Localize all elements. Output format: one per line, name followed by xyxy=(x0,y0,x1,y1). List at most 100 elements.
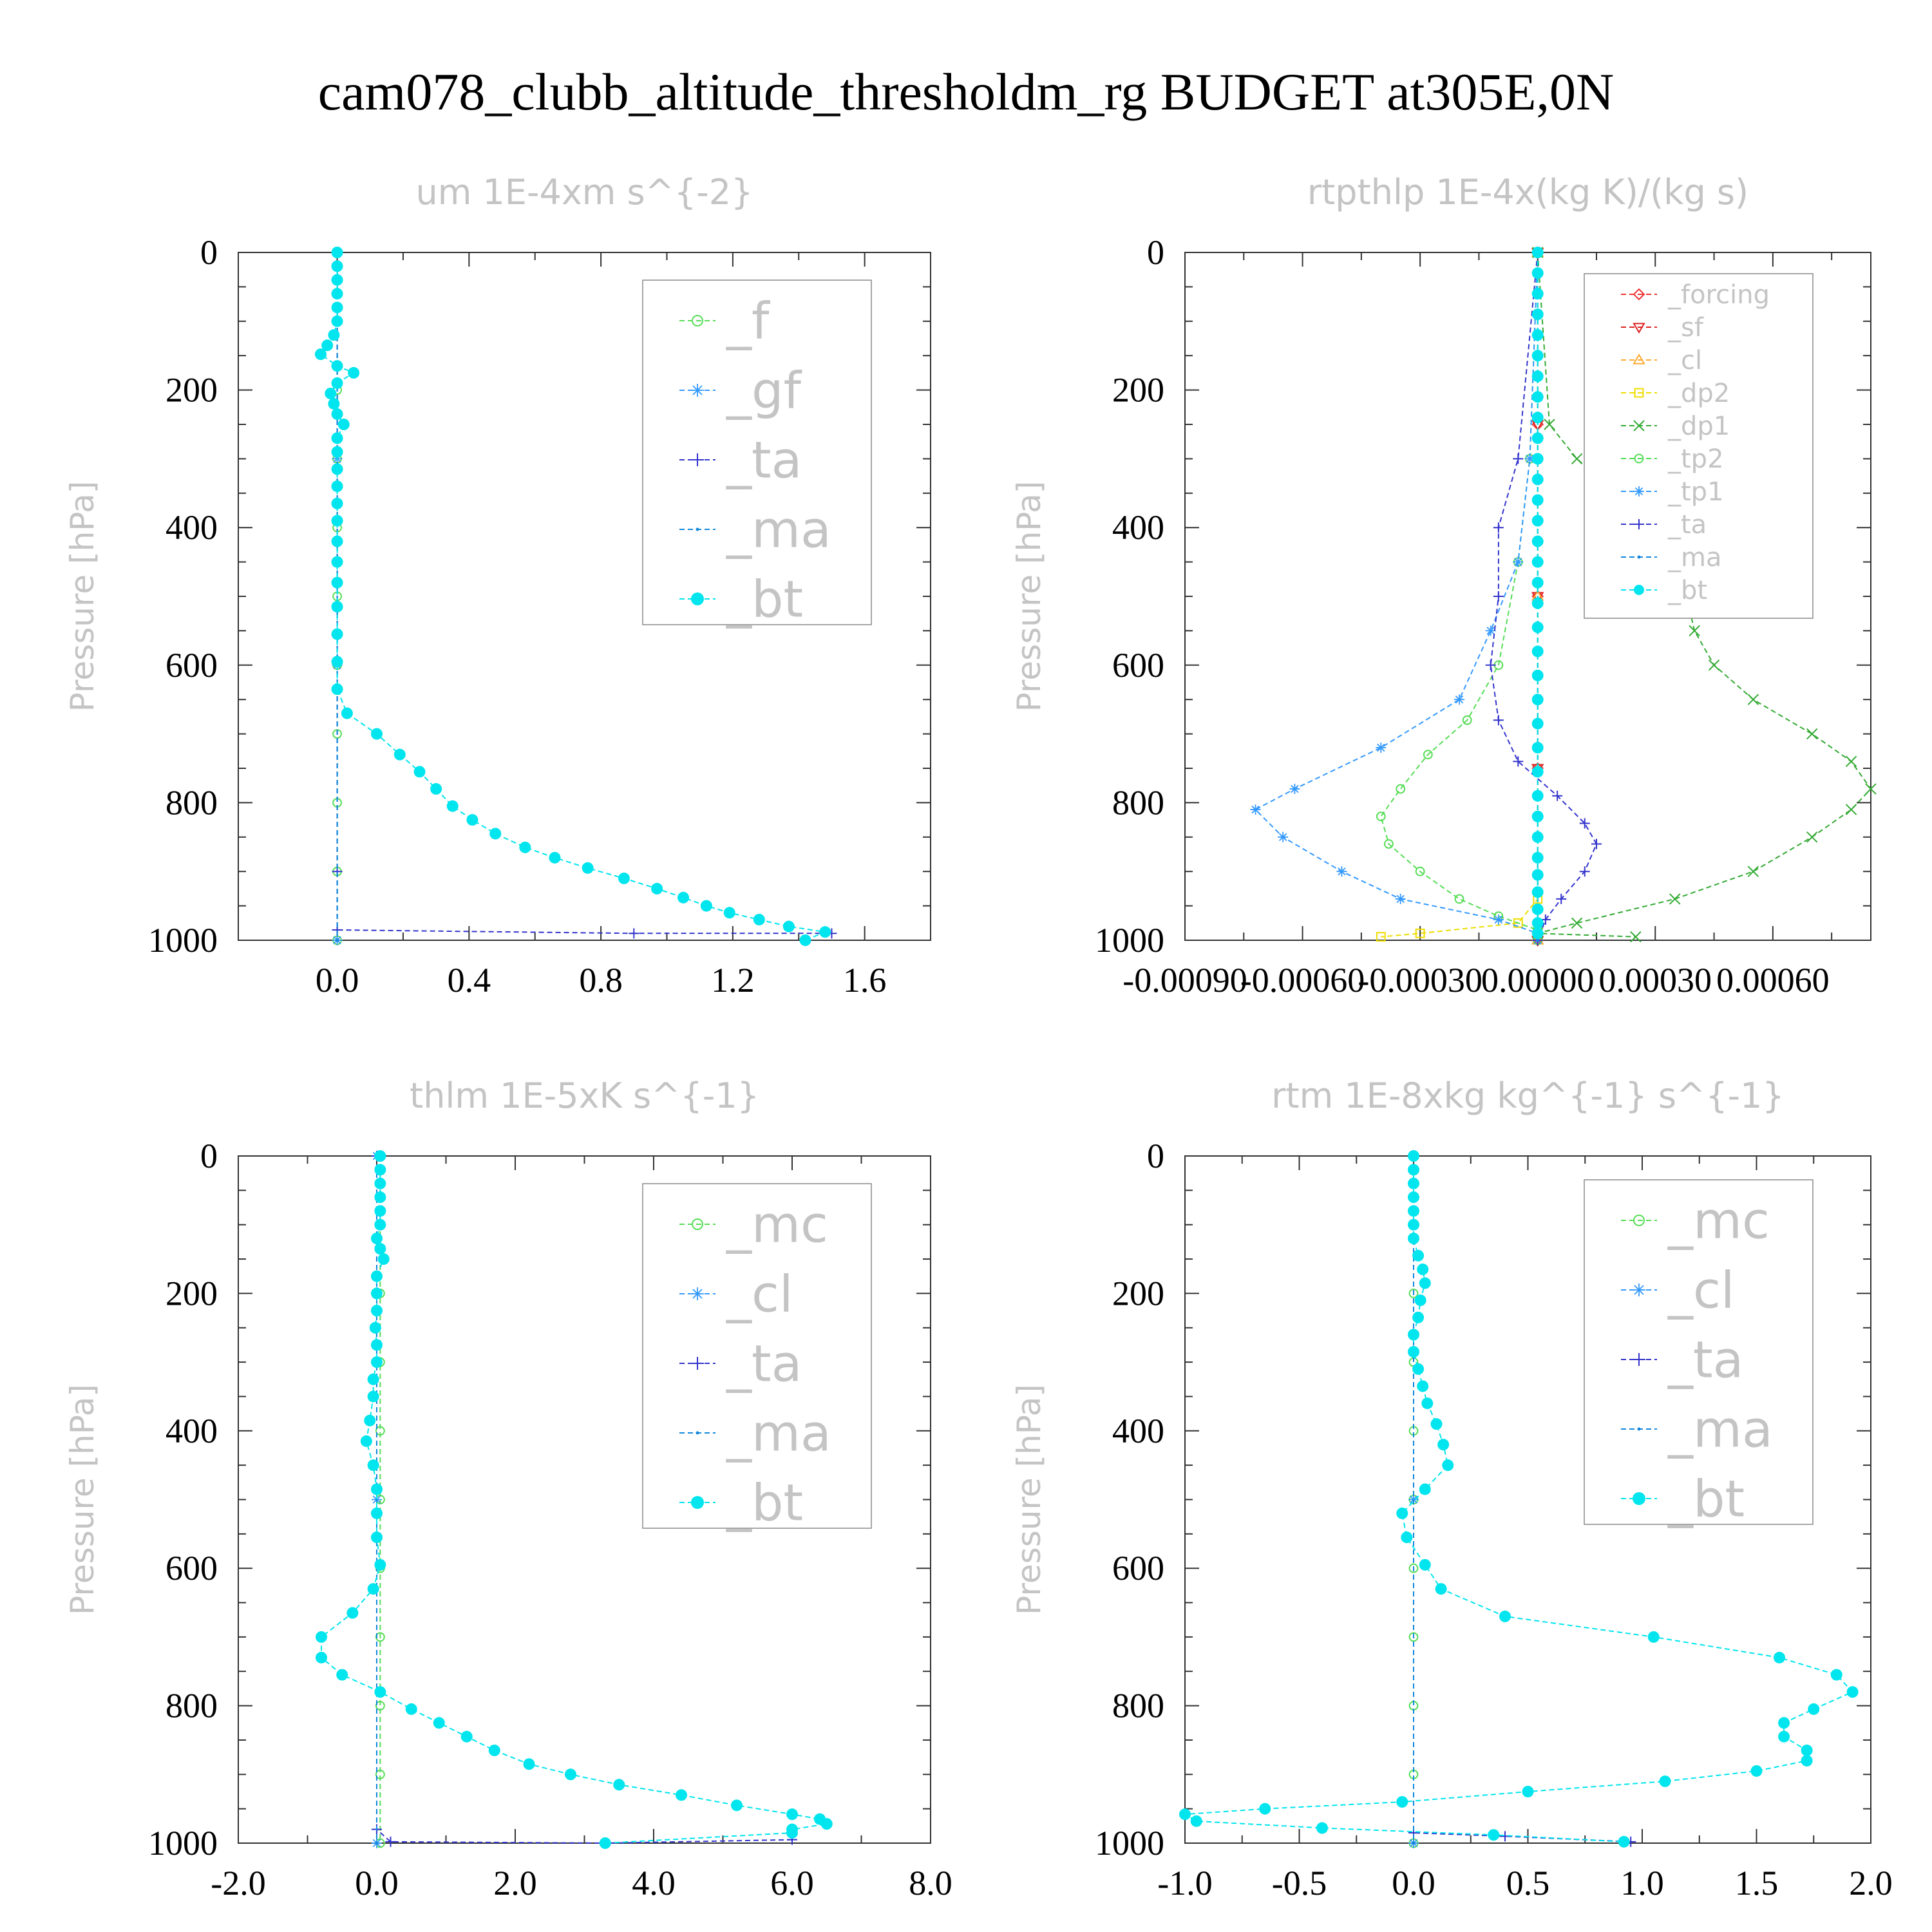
legend: _f _gf _ta _ma _bt xyxy=(642,279,872,629)
data-point xyxy=(374,1558,386,1571)
data-point xyxy=(374,1164,386,1176)
data-point xyxy=(1423,750,1433,760)
data-point xyxy=(677,891,690,904)
data-point xyxy=(582,862,594,874)
data-point xyxy=(1408,1329,1419,1341)
data-point xyxy=(1531,851,1544,864)
data-point xyxy=(1513,756,1524,767)
data-point xyxy=(367,1390,379,1403)
data-point xyxy=(1865,783,1877,795)
data-point xyxy=(820,1818,833,1830)
data-point xyxy=(1579,818,1590,829)
data-point xyxy=(1571,453,1583,465)
legend-marker xyxy=(691,1496,704,1509)
data-point xyxy=(316,1631,327,1643)
series-dp2 xyxy=(1376,247,1543,942)
data-point xyxy=(331,535,343,547)
data-point xyxy=(331,601,343,613)
data-point xyxy=(1493,914,1504,925)
data-point xyxy=(1499,1610,1511,1622)
legend-marker xyxy=(1634,388,1644,398)
data-point xyxy=(618,872,630,884)
data-point xyxy=(1544,419,1555,430)
data-point xyxy=(1454,894,1464,904)
data-point xyxy=(1531,370,1544,383)
data-point xyxy=(1659,1775,1671,1787)
data-point xyxy=(1408,1289,1419,1298)
data-point xyxy=(1531,917,1544,929)
data-point xyxy=(1419,1277,1431,1289)
data-point xyxy=(1531,903,1544,915)
data-point xyxy=(549,851,561,864)
legend-label: _ta xyxy=(726,431,802,489)
figure-title: cam078_clubb_altitude_thresholdm_rg BUDG… xyxy=(318,62,1614,121)
data-point xyxy=(371,728,383,740)
data-point xyxy=(1531,597,1544,609)
x-tick-label: 1.5 xyxy=(1735,1864,1779,1902)
data-point xyxy=(676,1789,687,1801)
legend: _mc _cl _ta _ma _bt xyxy=(1584,1179,1814,1528)
panel-title: thlm 1E-5xK s^{-1} xyxy=(410,1075,759,1116)
legend-label: _ma xyxy=(726,1405,831,1463)
data-point xyxy=(413,766,426,778)
y-tick-label: 1000 xyxy=(148,921,218,960)
y-tick-label: 400 xyxy=(1112,508,1164,547)
chart-panel-1: um 1E-4xm s^{-2} Pressure [hPa] 0 200 400 600… xyxy=(64,172,931,999)
legend-label: _tp1 xyxy=(1667,477,1724,507)
legend: _forcing_sf _cl _dp2 _dp1 _tp2_tp1_ta_ma _bt xyxy=(1584,273,1814,619)
data-point xyxy=(1376,742,1387,753)
data-point xyxy=(1462,715,1472,725)
data-point xyxy=(328,397,340,410)
x-tick-label: -2.0 xyxy=(211,1864,265,1902)
series-tp2 xyxy=(1376,247,1543,945)
data-point xyxy=(346,1607,359,1619)
legend-label: _dp2 xyxy=(1667,379,1730,408)
data-point xyxy=(331,656,343,668)
data-point xyxy=(331,463,343,475)
data-point xyxy=(1408,1233,1419,1245)
series-bt xyxy=(1531,247,1544,940)
data-point xyxy=(1419,1483,1431,1495)
data-point xyxy=(1179,1808,1191,1821)
data-point xyxy=(331,683,343,696)
data-point xyxy=(331,497,343,509)
x-tick-label: 4.0 xyxy=(632,1864,676,1902)
data-point xyxy=(700,900,712,912)
data-point xyxy=(1395,893,1406,904)
x-tick-label: 0.8 xyxy=(579,961,623,999)
legend-marker xyxy=(1633,420,1645,431)
data-point xyxy=(375,1632,385,1642)
data-point xyxy=(1408,1191,1419,1204)
data-point xyxy=(328,329,340,341)
data-point xyxy=(1414,1294,1426,1307)
data-point xyxy=(599,1837,611,1849)
data-point xyxy=(360,1435,372,1447)
data-point xyxy=(331,446,343,458)
y-tick-label: 600 xyxy=(1112,1549,1164,1587)
data-point xyxy=(371,1483,383,1495)
legend-label: _ma xyxy=(1667,543,1721,573)
data-point xyxy=(377,1253,390,1265)
x-tick-label: -1.0 xyxy=(1157,1864,1212,1902)
series-line xyxy=(1380,252,1539,940)
data-point xyxy=(367,1459,379,1472)
data-point xyxy=(1417,1380,1429,1392)
panel-title: rtpthlp 1E-4x(kg K)/(kg s) xyxy=(1307,172,1748,213)
data-point xyxy=(331,260,343,272)
data-point xyxy=(565,1768,576,1781)
x-tick-label: 0.0 xyxy=(1392,1864,1435,1902)
x-tick-label: 0.00030 xyxy=(1599,961,1712,999)
x-tick-label: 1.0 xyxy=(1620,1864,1664,1902)
y-tick-label: 200 xyxy=(166,1274,218,1312)
data-point xyxy=(1408,1218,1419,1231)
data-point xyxy=(1669,893,1681,905)
y-tick-label: 400 xyxy=(166,1412,218,1450)
data-point xyxy=(331,432,343,444)
y-tick-label: 200 xyxy=(166,371,218,410)
legend-marker xyxy=(1634,585,1644,595)
legend-marker xyxy=(1637,1427,1641,1431)
data-point xyxy=(1376,811,1386,822)
data-point xyxy=(1845,804,1857,815)
legend-marker xyxy=(691,384,704,397)
legend-frame xyxy=(1584,273,1814,619)
